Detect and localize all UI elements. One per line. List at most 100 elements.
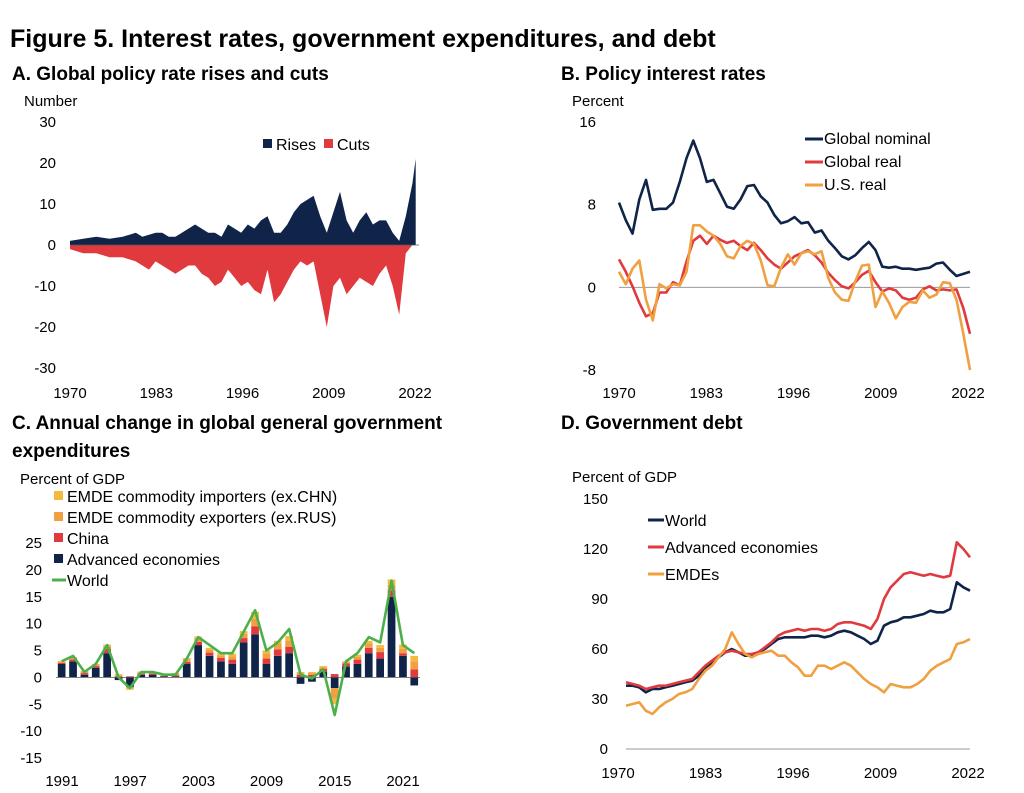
panel-d-legend-label: Advanced economies (665, 540, 818, 557)
panel-c-legend-label: Advanced economies (67, 552, 220, 569)
panel-c-bar-segment (285, 636, 293, 641)
panel-c-bar-segment (80, 673, 89, 675)
panel-c-bar-segment (194, 645, 202, 678)
panel-d-series-line-0 (626, 580, 971, 694)
panel-c-ytick-label: -5 (29, 696, 42, 713)
panel-a-ytick-label: 30 (39, 114, 56, 131)
panel-d-xtick-label: 1996 (776, 765, 809, 782)
panel-a-xtick-label: 1996 (226, 385, 259, 402)
panel-c-xtick-label: 1997 (114, 773, 147, 790)
panel-c-bar-segment (91, 665, 100, 667)
panel-d-legend-label: World (665, 513, 707, 530)
panel-c-bar-segment (171, 676, 180, 678)
panel-c-xtick-label: 2021 (386, 773, 419, 790)
panel-a-area-chart: 30 20 10 0 -10 -20 -30 1970 1983 1996 2009 2022 Rise… (34, 114, 431, 402)
panel-c-bar-segment (205, 647, 214, 650)
panel-b-xtick-label: 1996 (777, 385, 810, 402)
panel-c-bar-segment (262, 650, 271, 654)
panel-c-bar-segment (194, 641, 202, 646)
panel-c-legend-label: World (67, 573, 109, 590)
panel-c-bar-segment (217, 661, 225, 678)
panel-c-bar-segment (342, 666, 350, 678)
panel-a-xtick-label: 2022 (398, 385, 431, 402)
panel-a-xtick-label: 1970 (53, 385, 86, 402)
panel-c-bar-segment (364, 643, 373, 648)
panel-c-bar-segment (228, 656, 237, 660)
panel-a-ytick-label: -20 (34, 319, 56, 336)
panel-c-bar-segment (69, 661, 77, 678)
panel-c-bar-segment (91, 666, 100, 668)
panel-c-bar-segment (285, 646, 293, 654)
panel-c-ytick-label: 15 (25, 589, 42, 606)
panel-c-bar-segment (376, 652, 384, 659)
panel-a-ytick-label: 0 (48, 237, 56, 254)
panel-c-bar-segment (80, 674, 89, 678)
panel-c-bar-segment (364, 647, 373, 654)
panel-c-bar-segment (319, 672, 328, 678)
panel-c-bar-segment (217, 658, 225, 662)
panel-a-ytick-label: 20 (39, 155, 56, 172)
panel-d-ylabel: Percent of GDP (572, 469, 677, 486)
panel-c-title-line2: expenditures (12, 441, 130, 462)
panel-c-bar-segment (364, 653, 373, 678)
panel-c-ytick-label: 10 (25, 616, 42, 633)
panel-c-bar-segment (262, 663, 271, 678)
panel-c-bar-segment (353, 657, 362, 660)
panel-d-xtick-label: 2009 (864, 765, 897, 782)
panel-c-bar-segment (273, 644, 282, 650)
panel-c-bar-segment (308, 672, 316, 674)
panel-c-bar-segment (228, 659, 237, 664)
panel-c-bar-segment (205, 655, 214, 678)
panel-c-bar-segment (285, 653, 293, 678)
panel-c-bar-segment (376, 647, 384, 653)
panel-a-ylabel: Number (24, 93, 77, 110)
panel-c-bar-segment (387, 596, 396, 678)
panel-c-legend-label: China (67, 531, 109, 548)
panel-c-bar-segment (330, 688, 339, 699)
panel-c-bar-segment (228, 663, 237, 678)
panel-c-ytick-label: 5 (34, 643, 42, 660)
panel-b-ytick-label: 16 (579, 114, 596, 131)
panel-c-bar-segment (69, 659, 77, 662)
panel-c-bar-segment (296, 677, 305, 684)
panel-b-ylabel: Percent (572, 93, 625, 110)
panel-c-bar-segment (57, 660, 66, 662)
panel-c-bar-segment (410, 655, 419, 662)
panel-c-bar-segment (353, 654, 362, 657)
panel-c-bar-segment (160, 675, 168, 677)
panel-c-bar-segment (285, 640, 293, 647)
panel-b-title: B. Policy interest rates (561, 64, 766, 85)
panel-c-bar-segment (103, 653, 111, 678)
panel-c-bar-segment (330, 698, 339, 705)
panel-c-title: C. Annual change in global general gover… (12, 413, 443, 434)
panel-b-ytick-label: 8 (588, 197, 596, 214)
panel-b-xtick-label: 1983 (690, 385, 723, 402)
panel-c-bar-segment (364, 640, 373, 644)
panel-b-line-chart: 16 8 0 -8 1970 1983 1996 2009 2022 Global nominal… (579, 114, 984, 402)
panel-c-bar-segment (399, 648, 407, 654)
panel-c-legend-swatch (54, 554, 63, 563)
panel-c-bar-segment (262, 658, 271, 664)
panel-c-bar-segment (148, 673, 157, 675)
panel-b-legend-label: Global nominal (824, 131, 931, 148)
panel-c-bar-segment (103, 648, 111, 654)
panel-c-legend-swatch (54, 491, 63, 500)
panel-c-bar-segment (330, 674, 339, 678)
panel-d-title: D. Government debt (561, 413, 743, 434)
panel-c-world-line (61, 579, 416, 717)
panel-b-xtick-label: 2022 (951, 385, 984, 402)
panel-c-bar-segment (251, 611, 259, 619)
panel-c-ytick-label: 25 (25, 535, 42, 552)
panel-c-ytick-label: 20 (25, 562, 42, 579)
panel-c-bar-segment (399, 655, 407, 678)
panel-c-bar-segment (228, 653, 237, 657)
panel-b-series-line-2 (617, 224, 972, 371)
panel-c-bar-segment (126, 677, 134, 688)
panel-c-bar-segment (410, 661, 419, 670)
panel-c-bar-segment (410, 669, 419, 678)
panel-a-ytick-label: -10 (34, 278, 56, 295)
panel-d-line-chart: 150 120 90 60 30 0 1970 1983 1996 2009 2022 World Ad… (583, 491, 985, 782)
panel-c-bar-segment (182, 661, 191, 664)
panel-c-bar-segment (410, 677, 419, 686)
panel-b-legend-label: U.S. real (824, 177, 886, 194)
